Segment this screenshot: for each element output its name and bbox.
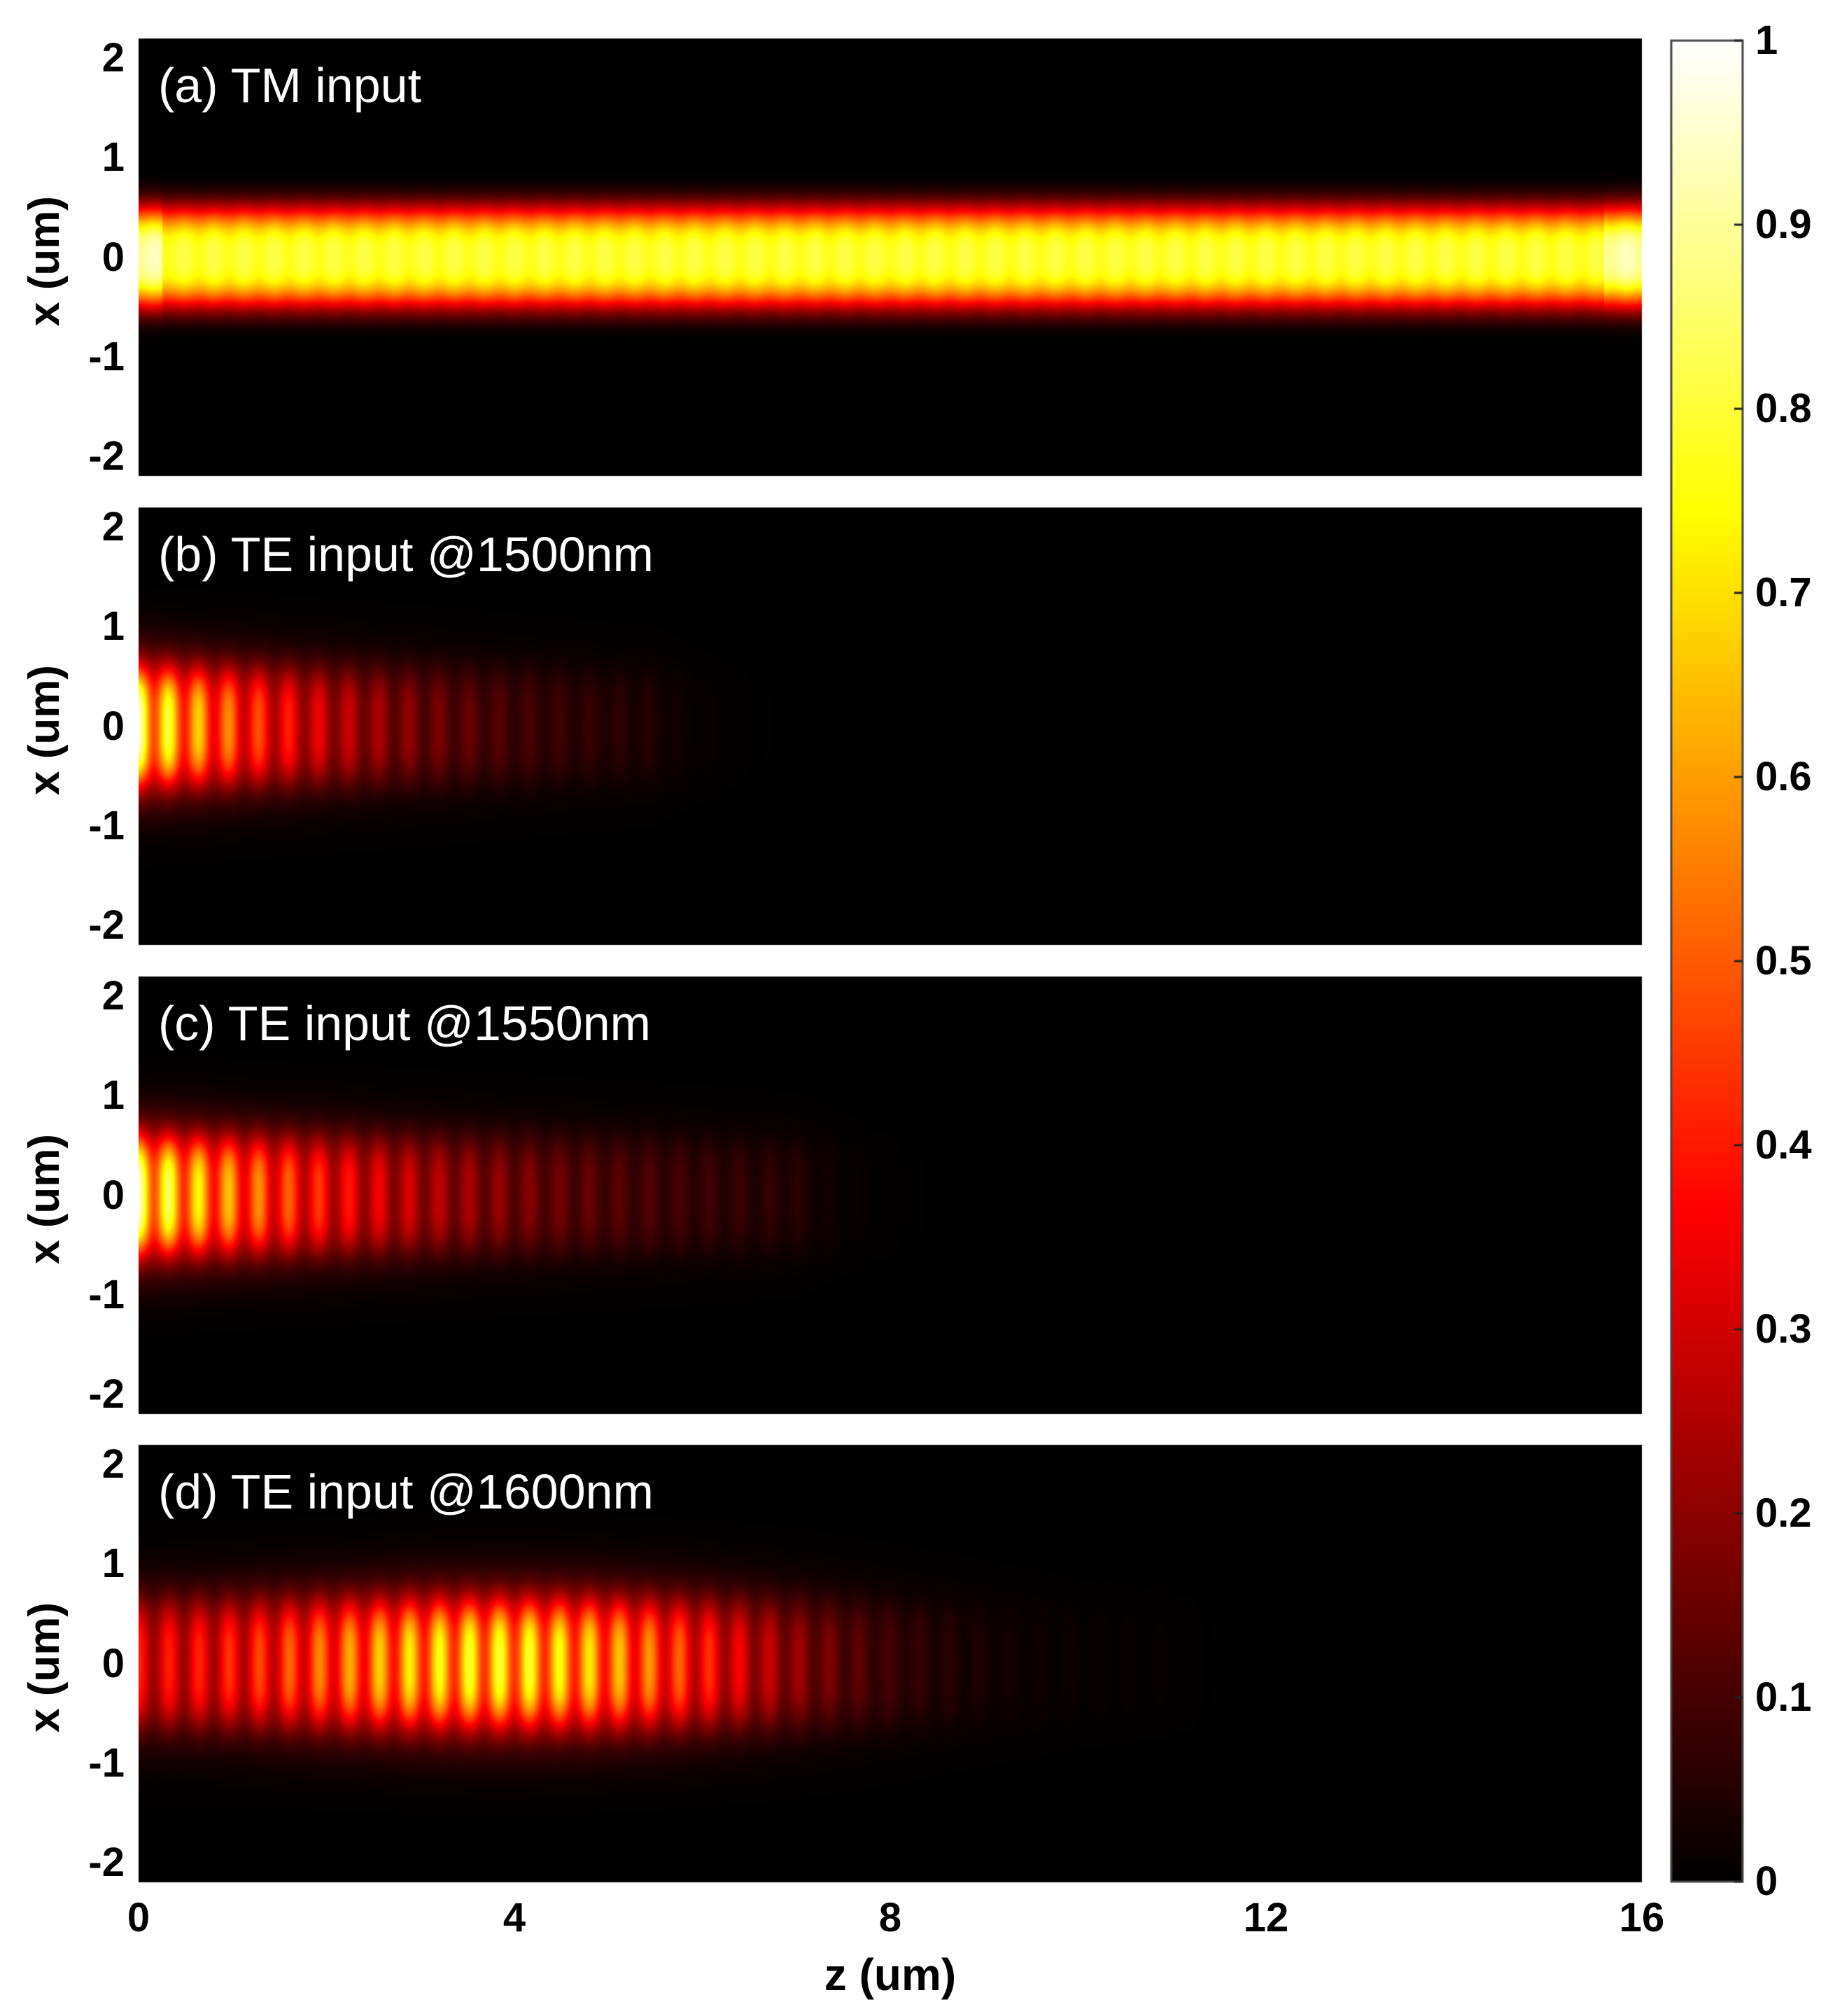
y-tick-label: -1: [88, 802, 125, 848]
colorbar-tick-label: 0.5: [1755, 938, 1812, 983]
y-tick-label: -2: [88, 1371, 125, 1417]
colorbar-tick-label: 0.9: [1755, 202, 1812, 247]
y-axis-label: x (um): [20, 664, 69, 795]
y-tick-label: 2: [101, 504, 125, 550]
y-tick-label: 2: [101, 35, 125, 81]
y-tick-label: 1: [101, 1541, 125, 1587]
colorbar-tick-label: 0: [1755, 1858, 1778, 1904]
x-tick-label: 0: [127, 1895, 150, 1940]
y-tick-label: 0: [101, 703, 125, 749]
x-tick-label: 16: [1619, 1895, 1665, 1940]
x-tick-label: 12: [1243, 1895, 1289, 1940]
y-tick-label: -2: [88, 902, 125, 948]
y-tick-label: 2: [101, 1441, 125, 1488]
x-tick-label: 8: [878, 1895, 902, 1940]
y-tick-label: 1: [101, 603, 125, 650]
panel-label: (d) TE input @1600nm: [158, 1464, 654, 1519]
y-tick-label: 0: [101, 1640, 125, 1686]
y-tick-label: -1: [88, 333, 125, 379]
y-tick-label: -1: [88, 1740, 125, 1786]
y-tick-label: -2: [88, 433, 125, 479]
y-tick-label: 0: [101, 234, 125, 280]
colorbar-tick-label: 0.2: [1755, 1490, 1812, 1536]
colorbar-tick-label: 0.4: [1755, 1122, 1812, 1168]
y-tick-label: 1: [101, 1072, 125, 1119]
panel-label: (a) TM input: [158, 58, 422, 113]
y-axis-label: x (um): [20, 195, 69, 326]
x-axis-label: z (um): [824, 1949, 957, 2000]
y-axis-label: x (um): [20, 1133, 69, 1264]
colorbar-tick-label: 1: [1755, 18, 1778, 63]
y-tick-label: -2: [88, 1839, 125, 1885]
colorbar-tick-label: 0.7: [1755, 570, 1812, 615]
colorbar-tick-label: 0.8: [1755, 386, 1812, 431]
y-tick-label: 1: [101, 134, 125, 181]
y-axis-label: x (um): [20, 1602, 69, 1732]
colorbar-tick-label: 0.6: [1755, 754, 1812, 799]
y-tick-label: 0: [101, 1172, 125, 1218]
x-tick-label: 4: [502, 1895, 526, 1940]
colorbar-tick-label: 0.3: [1755, 1306, 1812, 1352]
panel-label: (c) TE input @1550nm: [158, 996, 651, 1051]
y-tick-label: -1: [88, 1271, 125, 1317]
colorbar-tick-label: 0.1: [1755, 1674, 1812, 1720]
panel-label: (b) TE input @1500nm: [158, 527, 654, 582]
y-tick-label: 2: [101, 973, 125, 1019]
